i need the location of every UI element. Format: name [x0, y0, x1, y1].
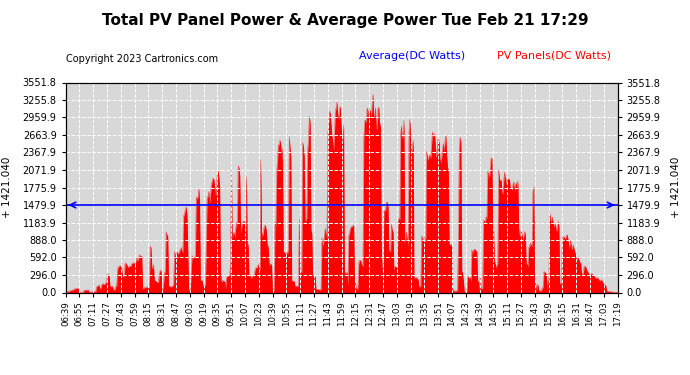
Text: Total PV Panel Power & Average Power Tue Feb 21 17:29: Total PV Panel Power & Average Power Tue… — [101, 13, 589, 28]
Text: PV Panels(DC Watts): PV Panels(DC Watts) — [497, 51, 611, 61]
Text: Copyright 2023 Cartronics.com: Copyright 2023 Cartronics.com — [66, 54, 217, 64]
Text: + 1421.040: + 1421.040 — [671, 157, 681, 218]
Text: Average(DC Watts): Average(DC Watts) — [359, 51, 465, 61]
Text: + 1421.040: + 1421.040 — [2, 157, 12, 218]
